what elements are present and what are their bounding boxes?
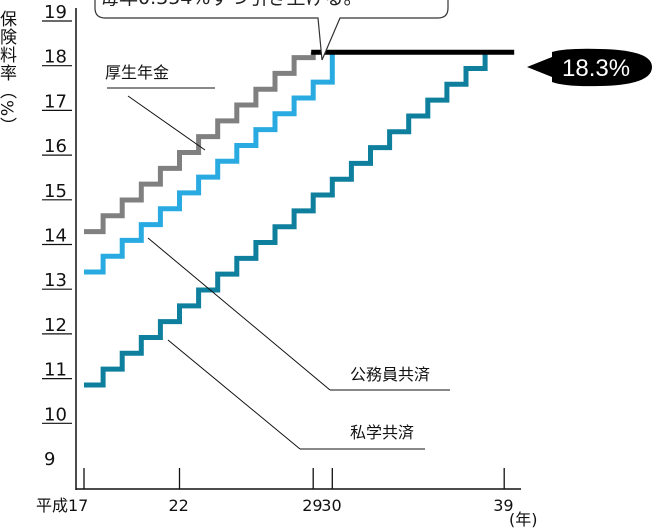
x-tick-label: 30 (321, 496, 341, 515)
series-lines (84, 49, 515, 388)
y-tick-label: 9 (44, 449, 55, 470)
y-tick-label: 14 (44, 226, 67, 247)
callout-bubble (94, 0, 449, 61)
series-label: 厚生年金 (105, 63, 169, 82)
y-tick-label: 13 (44, 270, 67, 291)
callout: 毎年0.354%ずつ引き上げる。 (94, 0, 449, 61)
x-tick-label: 平成17 (36, 496, 88, 515)
series-line-厚生年金 (84, 52, 316, 235)
final-rate-label: 18.3% (562, 55, 630, 82)
series-label: 私学共済 (350, 423, 414, 442)
y-tick-label: 12 (44, 315, 67, 336)
y-axis-title: 保険料率（%） (0, 10, 17, 135)
y-tick-label: 18 (44, 47, 67, 68)
series-label-leader (127, 95, 206, 151)
y-tick-label: 19 (44, 2, 67, 23)
series-label-leader (147, 237, 331, 391)
x-tick-label: 39 (493, 496, 513, 515)
badge-shape (527, 48, 652, 87)
y-tick-labels: 9 10 11 12 13 14 15 16 17 18 19 (44, 2, 67, 470)
final-rate-badge: 18.3% (527, 48, 652, 87)
x-tick-label: 29 (302, 496, 322, 515)
callout-text: 毎年0.354%ずつ引き上げる。 (100, 0, 362, 9)
y-tick-label: 11 (44, 360, 67, 381)
x-tick-label: 22 (169, 496, 189, 515)
series-line-公務員共済 (84, 52, 335, 275)
series-label-leader (167, 339, 301, 450)
axes (75, 8, 521, 490)
y-tick-label: 17 (44, 91, 67, 112)
x-axis-unit: (年) (509, 510, 538, 529)
y-gridlines (42, 20, 72, 424)
series-line-私学共済 (84, 52, 488, 388)
y-tick-label: 10 (44, 404, 67, 425)
y-tick-label: 16 (44, 136, 67, 157)
y-tick-label: 15 (44, 181, 67, 202)
series-label: 公務員共済 (350, 365, 430, 384)
